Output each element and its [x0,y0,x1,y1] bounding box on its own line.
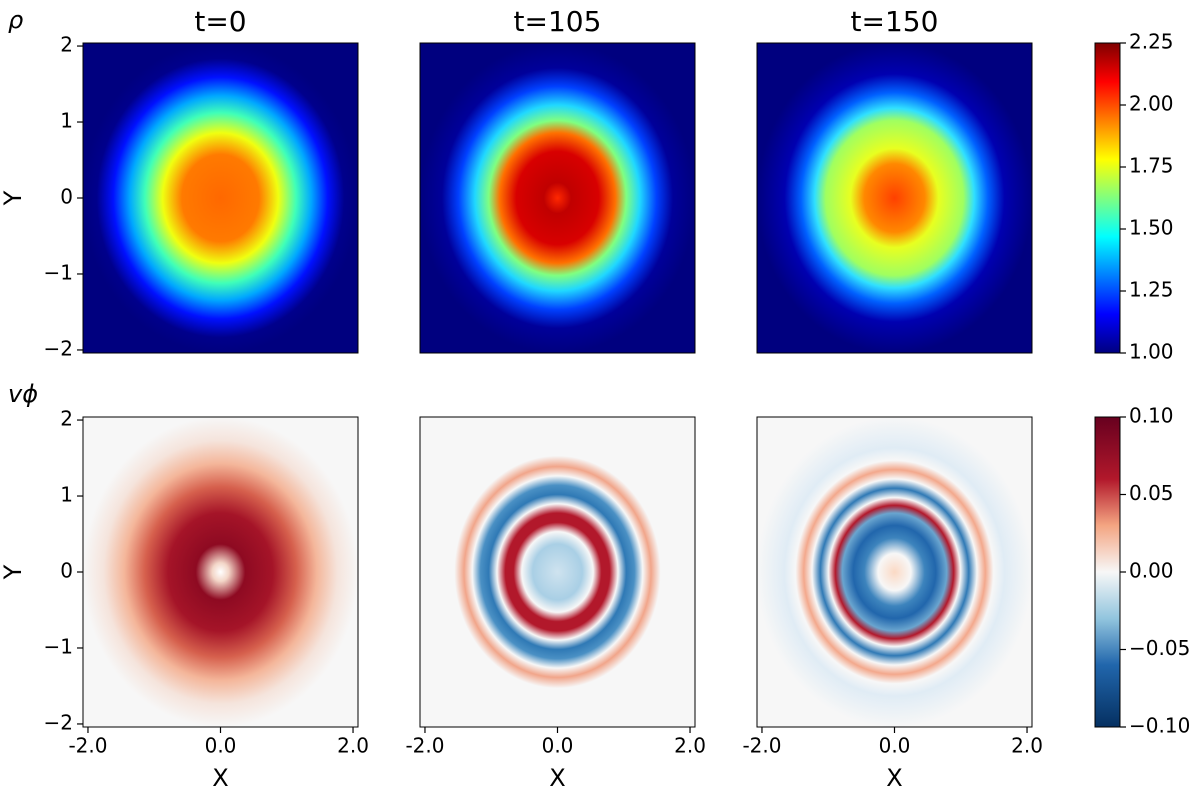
y-tick-label: 0 [60,185,73,209]
y-axis-label: Y [0,190,27,206]
panel-title: t=0 [194,5,246,38]
x-tick-label: -2.0 [742,734,781,758]
row-label: vϕ [8,380,38,408]
colorbar-tick-label: 0.00 [1129,559,1174,583]
y-axis-label: Y [0,564,27,580]
heatmap-image [83,417,358,727]
y-tick-label: −2 [44,710,73,734]
heatmap-image [83,43,358,353]
colorbar-tick-label: 0.10 [1129,404,1174,428]
y-tick-label: −1 [44,634,73,658]
heatmap-image [420,417,695,727]
colorbar-tick-label: 1.75 [1129,154,1174,178]
x-axis-label: X [886,764,902,792]
y-tick-label: 0 [60,559,73,583]
colorbar-tick-label: −0.05 [1129,636,1190,660]
y-tick-label: 2 [60,33,73,57]
y-tick-label: 1 [60,109,73,133]
heatmap-image [757,417,1032,727]
colorbar-tick-label: 0.05 [1129,481,1174,505]
x-tick-label: -2.0 [405,734,444,758]
y-tick-label: 2 [60,407,73,431]
panel-title: t=105 [514,5,602,38]
axes-frame [756,42,1033,354]
row-label: ρ [8,6,23,34]
colorbar-tick-label: 1.25 [1129,278,1174,302]
colorbar-tick-label: 2.25 [1129,30,1174,54]
colorbar [1094,42,1121,354]
x-tick-label: 0.0 [205,734,237,758]
x-axis-label: X [212,764,228,792]
colorbar-tick-label: 1.50 [1129,216,1174,240]
x-tick-label: -2.0 [68,734,107,758]
colorbar-tick-label: −0.10 [1129,714,1190,738]
x-tick-label: 0.0 [879,734,911,758]
axes-frame [419,42,696,354]
colorbar-tick-label: 1.00 [1129,340,1174,364]
y-tick-label: −2 [44,336,73,360]
y-tick-label: −1 [44,260,73,284]
x-tick-label: 2.0 [337,734,369,758]
x-axis-label: X [549,764,565,792]
heatmap-image [757,43,1032,353]
colorbar [1094,416,1121,728]
x-tick-label: 0.0 [542,734,574,758]
heatmap-image [420,43,695,353]
y-tick-label: 1 [60,483,73,507]
panel-title: t=150 [851,5,939,38]
x-tick-label: 2.0 [674,734,706,758]
x-tick-label: 2.0 [1011,734,1043,758]
colorbar-tick-label: 2.00 [1129,92,1174,116]
